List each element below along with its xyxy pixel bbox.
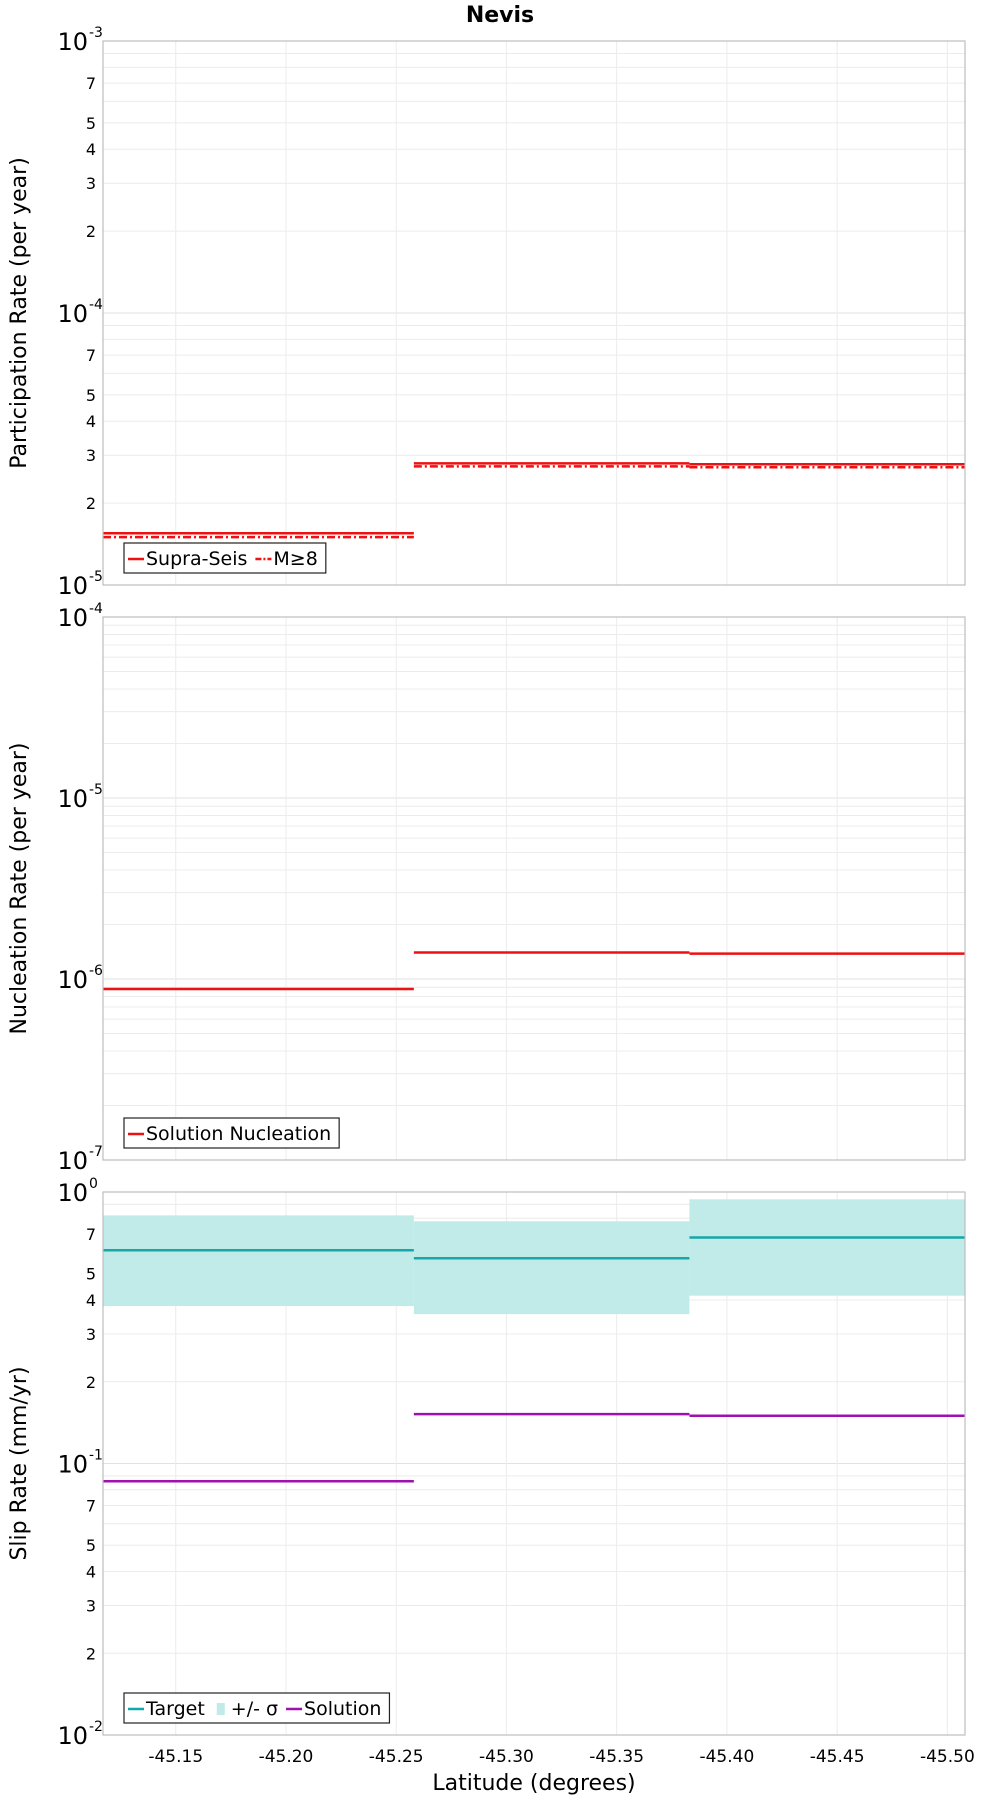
legend-frame (123, 1117, 340, 1149)
y-axis-label: Nucleation Rate (per year) (7, 743, 32, 1035)
y-minor-tick-label: 4 (86, 412, 96, 431)
legend: Target +/- σ Solution (123, 1692, 391, 1724)
y-minor-tick-label: 7 (86, 1497, 96, 1516)
legend-swatch-band (216, 1703, 225, 1715)
y-tick-exponent: -4 (89, 297, 103, 313)
sigma-band-segment (413, 1221, 690, 1315)
plot-frame (102, 40, 966, 586)
legend: Solution Nucleation (123, 1117, 340, 1149)
y-minor-tick-label: 2 (86, 1373, 96, 1392)
y-major-tick-label: 10 -1 (57, 1448, 103, 1479)
y-tick-exponent: -2 (89, 1719, 103, 1735)
x-tick-label: -45.35 (589, 1747, 644, 1767)
y-major-tick-label: 10 -7 (57, 1144, 103, 1175)
y-minor-tick-label: 2 (86, 222, 96, 241)
y-minor-tick-label: 7 (86, 1225, 96, 1244)
legend-entry-label: Target (145, 1698, 205, 1720)
figure-title: Nevis (466, 3, 534, 28)
y-major-tick-label: 10 -2 (57, 1719, 103, 1750)
plot-frame (102, 616, 966, 1161)
y-minor-tick-label: 5 (86, 386, 96, 405)
x-axis-label: Latitude (degrees) (432, 1771, 635, 1796)
y-major-tick-label: 10 -4 (57, 601, 103, 632)
x-tick-label: -45.40 (699, 1747, 754, 1767)
y-minor-tick-label: 3 (86, 1596, 96, 1615)
y-minor-tick-label: 4 (86, 140, 96, 159)
y-tick-mantissa: 10 (57, 28, 88, 56)
y-minor-tick-label: 7 (86, 346, 96, 365)
y-minor-tick-label: 5 (86, 1536, 96, 1555)
y-minor-tick-label: 2 (86, 1644, 96, 1663)
y-minor-tick-label: 7 (86, 74, 96, 93)
y-tick-mantissa: 10 (57, 300, 88, 328)
y-minor-tick-label: 5 (86, 114, 96, 133)
legend: Supra-Seis M≥8 (123, 542, 327, 574)
y-tick-mantissa: 10 (57, 1147, 88, 1175)
y-minor-tick-label: 4 (86, 1291, 96, 1310)
y-major-tick-label: 10 -5 (57, 782, 103, 813)
y-major-tick-label: 10 -5 (57, 569, 103, 600)
y-minor-tick-label: 5 (86, 1265, 96, 1284)
legend-frame (123, 1692, 391, 1724)
y-tick-exponent: 0 (89, 1176, 98, 1192)
x-tick-label: -45.45 (810, 1747, 865, 1767)
y-tick-exponent: -5 (89, 569, 103, 585)
x-tick-label: -45.50 (920, 1747, 975, 1767)
legend-entry-label: +/- σ (231, 1698, 278, 1720)
y-major-tick-label: 10 -4 (57, 297, 103, 328)
x-tick-label: -45.15 (148, 1747, 203, 1767)
y-tick-mantissa: 10 (57, 1451, 88, 1479)
y-major-tick-label: 10 0 (57, 1176, 97, 1207)
y-major-tick-label: 10 -3 (57, 25, 103, 56)
y-tick-mantissa: 10 (57, 572, 88, 600)
y-tick-exponent: -7 (89, 1144, 103, 1160)
y-tick-exponent: -5 (89, 782, 103, 798)
legend-entry-label: Supra-Seis (146, 548, 247, 570)
x-tick-label: -45.25 (369, 1747, 424, 1767)
legend-entry-label: Solution (304, 1698, 381, 1720)
y-tick-mantissa: 10 (57, 1722, 88, 1750)
x-tick-label: -45.20 (259, 1747, 314, 1767)
y-axis-label: Slip Rate (mm/yr) (7, 1366, 32, 1560)
y-tick-mantissa: 10 (57, 966, 88, 994)
y-minor-tick-label: 2 (86, 494, 96, 513)
y-tick-exponent: -1 (89, 1448, 103, 1464)
sigma-band-segment (103, 1215, 414, 1307)
y-tick-mantissa: 10 (57, 1179, 88, 1207)
x-tick-label: -45.30 (479, 1747, 534, 1767)
y-tick-exponent: -6 (89, 963, 103, 979)
legend-frame (123, 542, 327, 574)
y-major-tick-label: 10 -6 (57, 963, 103, 994)
legend-entry-label: Solution Nucleation (146, 1123, 331, 1145)
y-axis-label: Participation Rate (per year) (7, 157, 32, 469)
y-tick-mantissa: 10 (57, 604, 88, 632)
legend-entry-label: M≥8 (273, 548, 317, 570)
y-minor-tick-label: 4 (86, 1563, 96, 1582)
y-tick-exponent: -3 (89, 25, 103, 41)
y-minor-tick-label: 3 (86, 1325, 96, 1344)
y-minor-tick-label: 3 (86, 446, 96, 465)
sigma-band-segment (689, 1199, 965, 1296)
y-tick-mantissa: 10 (57, 785, 88, 813)
plot-frame (102, 1191, 966, 1736)
y-tick-exponent: -4 (89, 601, 103, 617)
y-minor-tick-label: 3 (86, 174, 96, 193)
